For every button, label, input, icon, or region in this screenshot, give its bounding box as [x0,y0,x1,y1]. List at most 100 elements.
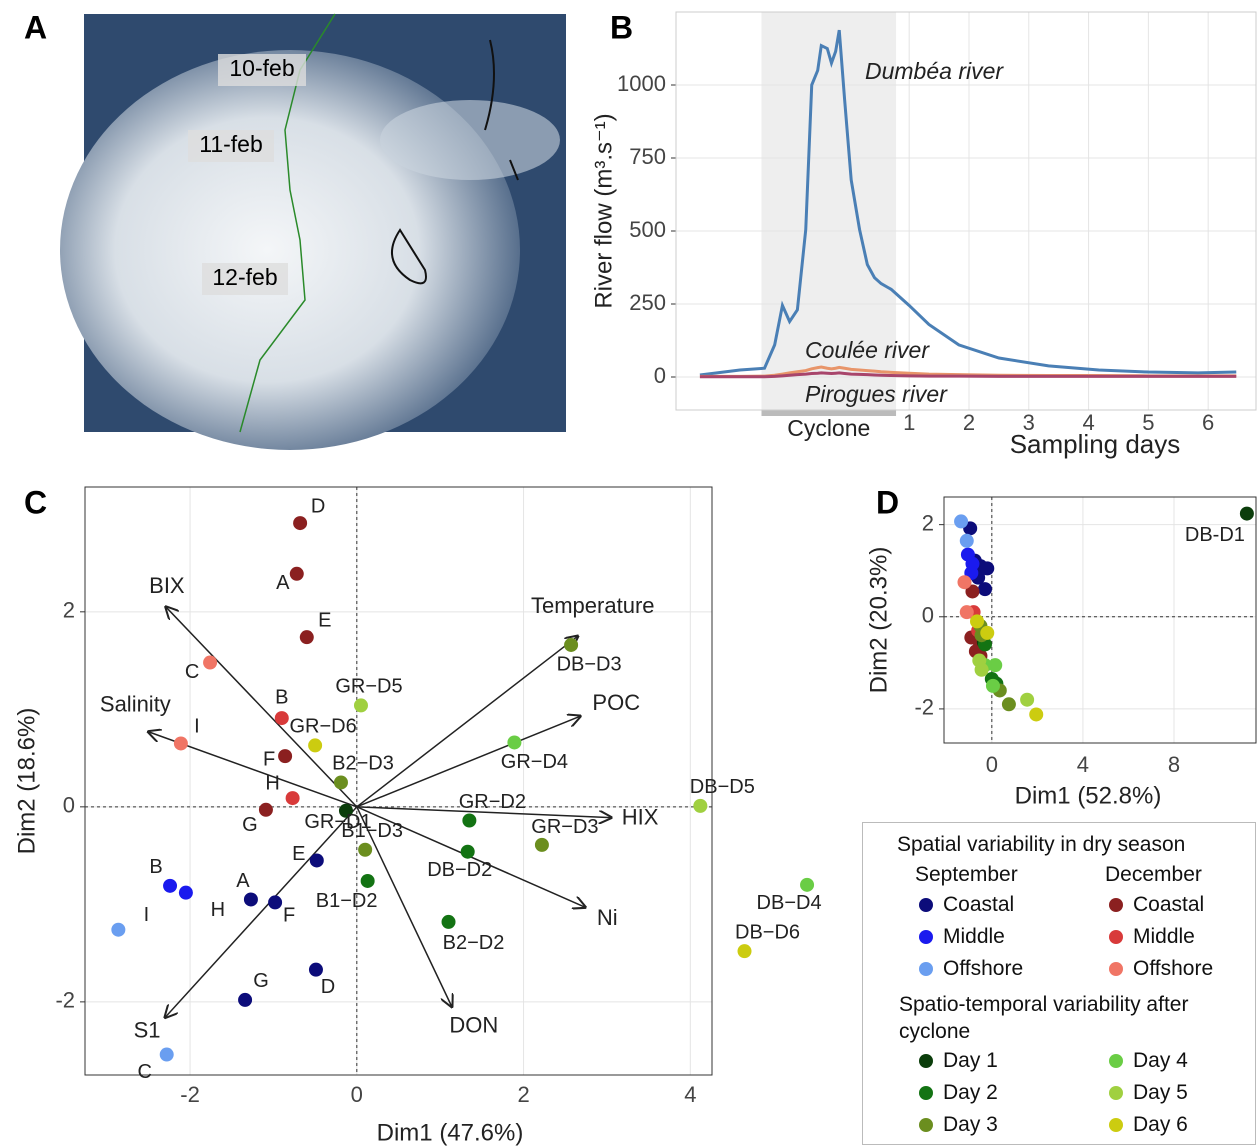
vector-arrow [165,806,358,1018]
point [954,514,969,529]
point [957,575,972,590]
legend-marker [919,898,933,912]
point [268,895,283,910]
point [338,803,353,818]
vector-arrow [356,636,578,808]
x-axis-title: Dim1 (52.8%) [1015,782,1162,809]
legend-columns: September Coastal Middle Offshore December Co… [863,857,1255,985]
point [274,711,289,726]
point-label: DB−D4 [757,892,822,914]
plot-frame [84,486,713,1076]
point-label: C [137,1061,151,1083]
y-tick-label: 500 [629,217,666,242]
point [159,1047,174,1062]
legend-entry: Day 3 [919,1109,1053,1141]
point [800,877,815,892]
plot-frame [675,11,1257,411]
vector-label: HIX [622,804,659,829]
point-label: G [253,970,269,992]
point [1239,506,1254,521]
line [699,29,1237,377]
legend-column: September Coastal Middle Offshore [863,857,1053,985]
legend-marker [1109,1054,1123,1068]
legend-label: Day 1 [943,1049,998,1072]
point [988,658,1003,673]
vector-label: BIX [149,573,185,598]
series-label: Dumbéa river [865,58,1004,84]
point [959,605,974,620]
y-tick-label: 0 [654,363,666,388]
point [308,962,323,977]
y-axis-title: River flow (m³.s⁻¹) [590,113,617,308]
x-tick-label: 4 [1077,752,1089,777]
point [460,844,475,859]
legend-label: Day 4 [1133,1049,1188,1072]
legend-columns: Day 1 Day 2 Day 3 Day 4 Day 5 Day 6 [863,1045,1255,1141]
series-label: Coulée river [805,337,930,363]
x-tick-label: 0 [986,752,998,777]
point-label: D [321,976,335,998]
point-label: F [283,905,295,927]
x-tick-label: 4 [1082,410,1094,435]
point-label: D [311,495,325,517]
legend-label: Offshore [1133,957,1214,980]
point [238,992,253,1007]
point-label: E [292,843,305,865]
legend-column: December Coastal Middle Offshore [1053,857,1243,985]
legend-label: Offshore [943,957,1024,980]
panel-letter: D [876,484,899,520]
point-label: C [185,661,199,683]
point [258,802,273,817]
legend-label: Day 6 [1133,1113,1188,1136]
vector-label: POC [592,690,640,715]
point [203,655,218,670]
line [699,371,1237,379]
point [970,614,985,629]
point [985,678,1000,693]
y-tick-label: 250 [629,290,666,315]
point-label: E [318,609,331,631]
point [358,842,373,857]
point [173,736,188,751]
point [353,698,368,713]
legend-label: Coastal [943,893,1015,916]
y-tick-label: -2 [55,988,75,1013]
legend-column-title: December [1105,863,1202,886]
point [462,813,477,828]
y-tick-label: -2 [914,695,934,720]
point [289,566,304,581]
point [693,798,708,813]
legend-entry: Offshore [1109,953,1243,985]
point [299,630,314,645]
satellite-panel: 10-feb 11-feb 12-feb [60,13,566,450]
legend-section-title: Spatio-temporal variability after cyclon… [899,993,1189,1043]
y-tick-label: 750 [629,144,666,169]
legend-entry: Day 6 [1109,1109,1243,1141]
legend-entry: Day 2 [919,1077,1053,1109]
cloud [380,100,560,180]
point-label: DB−D6 [735,921,800,943]
point-label: B [149,856,162,878]
x-tick-label: 1 [903,410,915,435]
point-label: DB−D5 [690,776,755,798]
legend-marker [919,930,933,944]
x-tick-label: 8 [1168,752,1180,777]
vector-label: DON [449,1013,498,1038]
legend-marker [919,1118,933,1132]
legend-label: Middle [1133,925,1195,948]
point [980,625,995,640]
point-label: GR−D5 [335,676,402,698]
point-label: GR−D1 [304,811,371,833]
label-box [218,54,306,86]
point [285,791,300,806]
vector-arrow [356,716,580,808]
point [959,533,974,548]
point [178,885,193,900]
point [507,735,522,750]
legend: Spatial variability in dry season Septemb… [862,822,1256,1145]
panel-letter: C [24,484,47,520]
vector-label: Ni [597,905,618,930]
point-label: DB−D3 [557,653,622,675]
point [1001,697,1016,712]
